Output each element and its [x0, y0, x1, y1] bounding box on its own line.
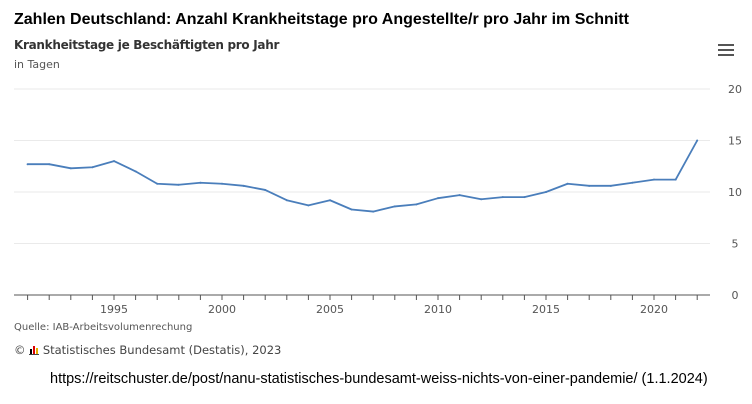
- y-tick-label: 10: [728, 186, 742, 199]
- data-point: [631, 181, 634, 184]
- data-point: [91, 166, 94, 169]
- chart-title: Krankheitstage je Beschäftigten pro Jahr: [14, 38, 280, 52]
- data-point: [480, 198, 483, 201]
- data-point: [415, 203, 418, 206]
- data-point: [242, 184, 245, 187]
- data-point: [372, 210, 375, 213]
- data-point: [523, 196, 526, 199]
- data-point: [696, 139, 699, 142]
- data-point: [156, 182, 159, 185]
- data-point: [307, 204, 310, 207]
- data-point: [501, 196, 504, 199]
- data-point: [285, 199, 288, 202]
- data-point: [674, 178, 677, 181]
- data-point: [199, 181, 202, 184]
- data-point: [653, 178, 655, 181]
- copyright-symbol: ©: [14, 343, 26, 357]
- data-point: [69, 167, 72, 170]
- x-tick-label: 2005: [316, 303, 344, 316]
- y-tick-label: 15: [728, 135, 742, 148]
- data-point: [393, 205, 396, 208]
- y-tick-label: 5: [732, 238, 739, 251]
- source-note: Quelle: IAB-Arbeitsvolumenrechung: [14, 322, 193, 333]
- data-point: [458, 194, 461, 197]
- data-point: [545, 191, 547, 193]
- data-point: [350, 208, 353, 211]
- data-point: [437, 197, 439, 200]
- data-point: [177, 183, 180, 186]
- y-tick-label: 0: [732, 289, 739, 302]
- y-tick-label: 20: [728, 83, 742, 96]
- page-title: Zahlen Deutschland: Anzahl Krankheitstag…: [14, 11, 629, 28]
- chart-subtitle: in Tagen: [14, 58, 60, 71]
- destatis-logo-icon: [29, 345, 40, 355]
- data-point: [26, 163, 29, 166]
- data-point: [566, 182, 569, 185]
- data-point: [113, 160, 115, 163]
- x-tick-label: 2015: [532, 303, 560, 316]
- data-point: [264, 188, 267, 191]
- x-tick-label: 2020: [640, 303, 668, 316]
- x-tick-label: 2000: [208, 303, 236, 316]
- hamburger-menu-icon[interactable]: [718, 44, 734, 58]
- x-tick-label: 1995: [100, 303, 128, 316]
- series-line: [27, 140, 698, 213]
- copyright-text: Statistisches Bundesamt (Destatis), 2023: [42, 343, 282, 357]
- data-point: [609, 184, 612, 187]
- line-chart: 0 5 10 15 20 1995 2000 2005 2010 2015 2020: [14, 83, 742, 316]
- url-caption: https://reitschuster.de/post/nanu-statis…: [50, 371, 708, 387]
- data-point: [221, 182, 223, 185]
- copyright-note: © Statistisches Bundesamt (Destatis), 20…: [14, 343, 281, 357]
- x-tick-label: 2010: [424, 303, 452, 316]
- data-point: [588, 184, 591, 187]
- data-point: [48, 163, 51, 166]
- data-point: [134, 170, 137, 173]
- data-point: [329, 199, 331, 202]
